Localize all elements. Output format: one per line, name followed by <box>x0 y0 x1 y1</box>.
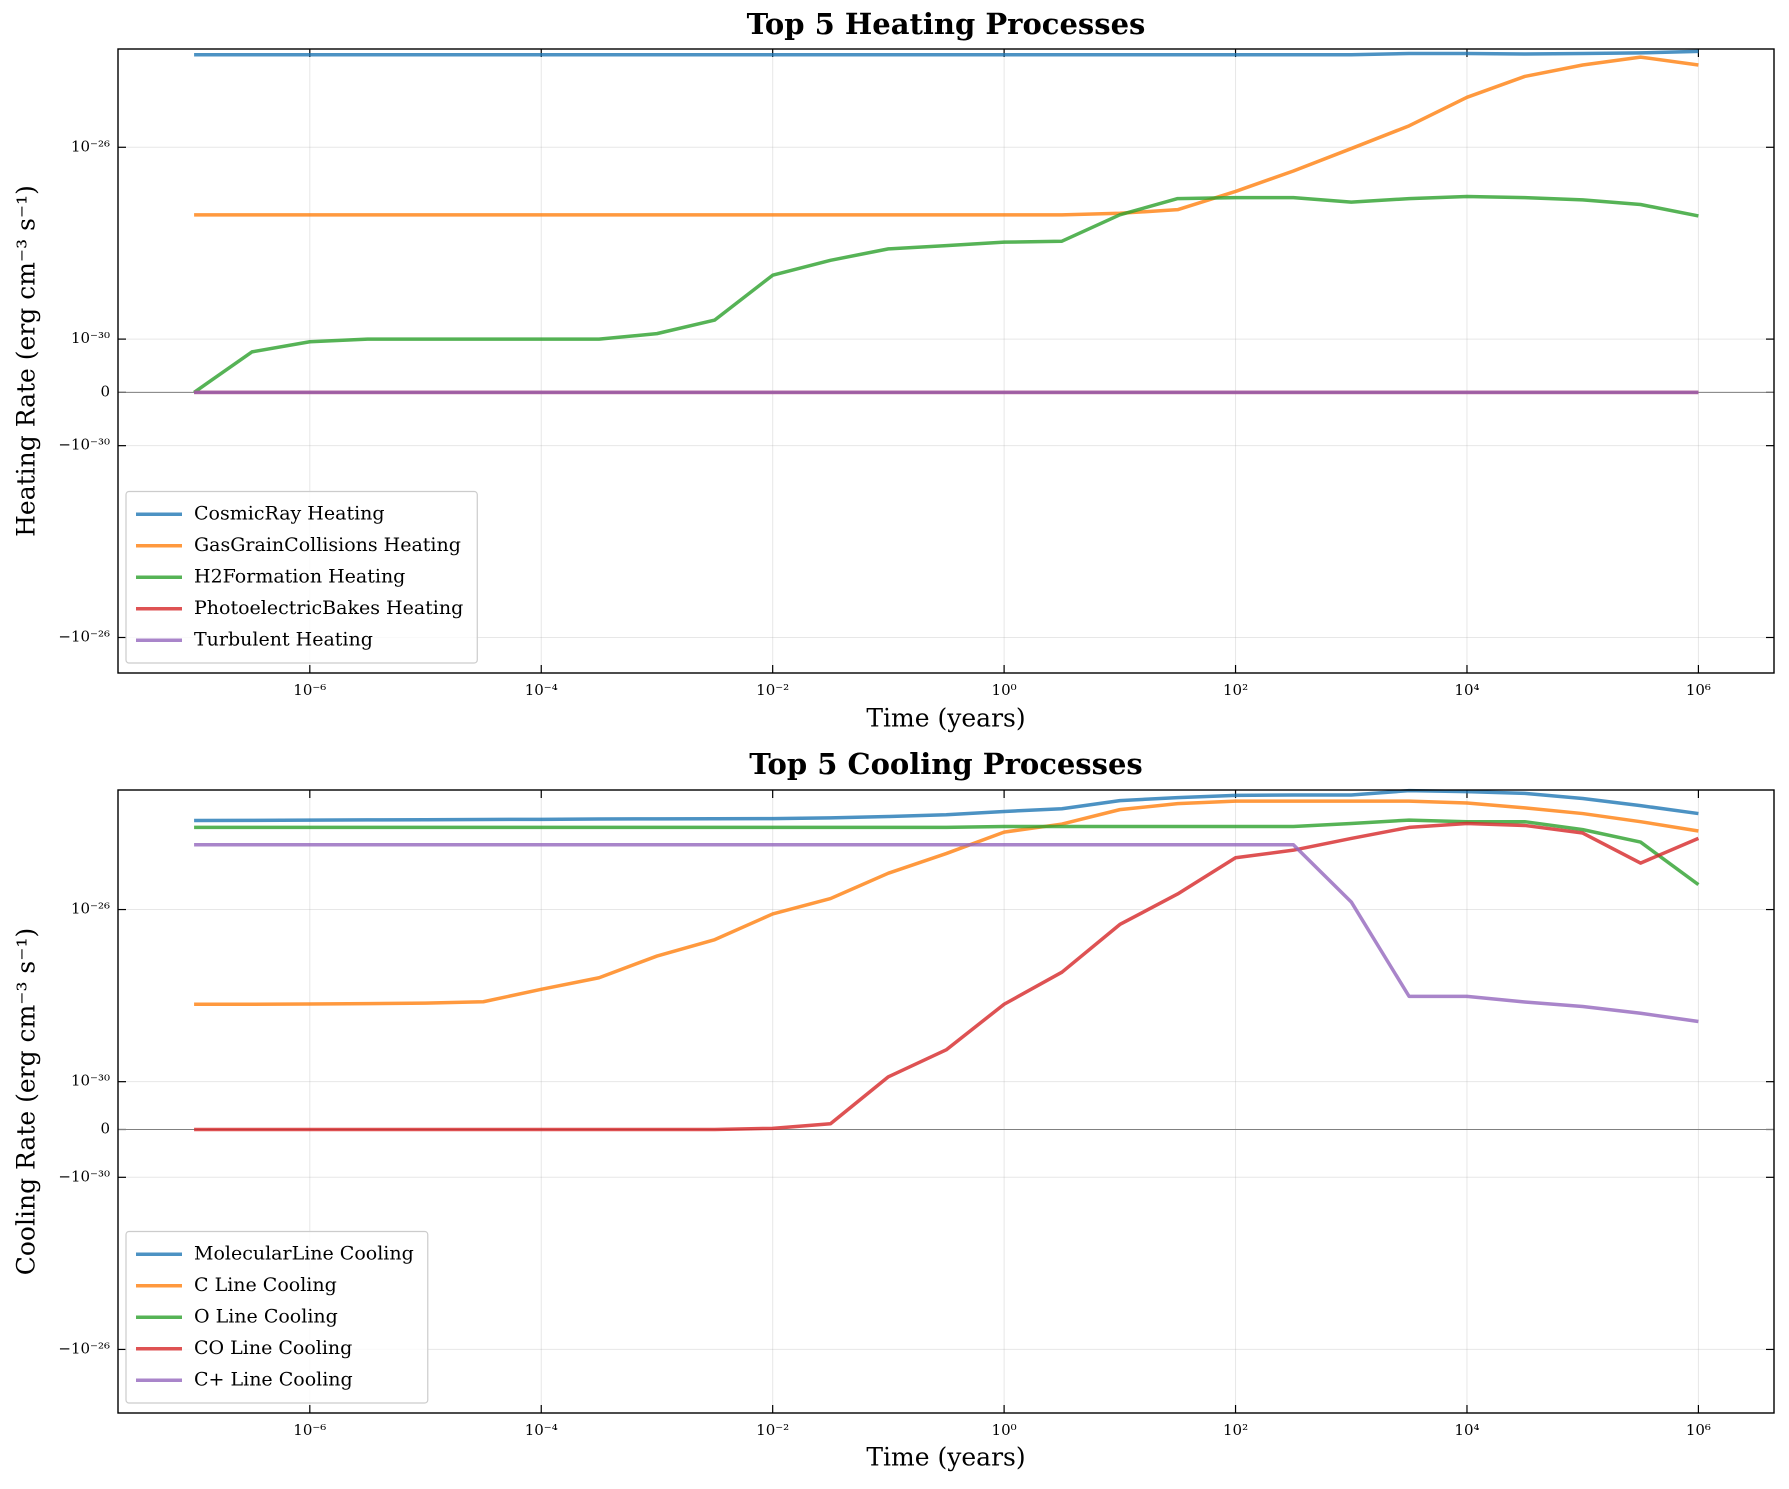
legend-label: PhotoelectricBakes Heating <box>194 597 463 619</box>
x-axis-label: Time (years) <box>866 1443 1025 1472</box>
series-line <box>194 843 1699 1024</box>
x-tick-label: 10⁶ <box>1686 681 1711 699</box>
x-tick-label: 10² <box>1223 1421 1248 1439</box>
legend-label: CO Line Cooling <box>194 1337 352 1359</box>
legend-frame <box>125 490 478 664</box>
chart-title: Top 5 Cooling Processes <box>749 747 1142 781</box>
y-tick-label: 10⁻³⁰ <box>71 329 110 347</box>
y-tick-label: −10⁻²⁶ <box>58 1339 110 1357</box>
x-tick-label: 10⁻⁴ <box>525 1421 558 1439</box>
series-line <box>194 821 1700 1132</box>
x-axis-label: Time (years) <box>866 704 1025 733</box>
legend-label: Turbulent Heating <box>194 628 373 650</box>
y-tick-label: 0 <box>100 382 110 400</box>
chart: 10⁻⁶ 10⁻⁴ 10⁻² 10⁰ 10² 10⁴ 10⁶ −10⁻²⁶ −10⁻³⁰ 0 10⁻… <box>12 747 1775 1472</box>
series-line <box>194 799 1699 1006</box>
y-axis-label: Cooling Rate (erg cm⁻³ s⁻¹) <box>12 928 41 1276</box>
x-tick-label: 10⁴ <box>1454 1421 1479 1439</box>
legend-label: H2Formation Heating <box>194 565 405 587</box>
plot-frame <box>117 48 1775 674</box>
legend-label: CosmicRay Heating <box>194 502 385 524</box>
series-line <box>193 194 1699 394</box>
x-tick-label: 10² <box>1223 681 1248 699</box>
y-axis-label: Heating Rate (erg cm⁻³ s⁻¹) <box>12 185 41 537</box>
y-tick-label: −10⁻³⁰ <box>58 436 110 454</box>
y-tick-label: 10⁻²⁶ <box>71 137 110 155</box>
y-tick-label: 0 <box>100 1119 110 1137</box>
x-tick-label: 10⁰ <box>992 1421 1017 1439</box>
legend-label: GasGrainCollisions Heating <box>194 534 461 556</box>
x-tick-label: 10⁴ <box>1454 681 1479 699</box>
y-tick-label: −10⁻³⁰ <box>58 1167 110 1185</box>
legend-frame <box>125 1230 429 1404</box>
plot-frame <box>117 789 1775 1414</box>
x-tick-label: 10⁻⁶ <box>293 681 326 699</box>
x-tick-label: 10⁶ <box>1686 1421 1711 1439</box>
x-tick-label: 10⁻⁴ <box>525 681 558 699</box>
y-tick-label: 10⁻²⁶ <box>71 900 110 918</box>
series-line <box>194 818 1700 887</box>
legend-label: C Line Cooling <box>194 1274 337 1296</box>
legend: CosmicRay Heating GasGrainCollisions Heat… <box>125 490 478 664</box>
y-tick-label: 10⁻³⁰ <box>71 1072 110 1090</box>
series-line <box>194 55 1699 217</box>
x-tick-label: 10⁰ <box>992 681 1017 699</box>
chart-title: Top 5 Heating Processes <box>747 7 1146 41</box>
legend-label: MolecularLine Cooling <box>194 1242 414 1264</box>
chart: 10⁻⁶ 10⁻⁴ 10⁻² 10⁰ 10² 10⁴ 10⁶ −10⁻²⁶ −10⁻³⁰ 0 10⁻… <box>12 7 1775 733</box>
legend-label: C+ Line Cooling <box>194 1368 353 1390</box>
x-tick-label: 10⁻² <box>756 681 789 699</box>
legend: MolecularLine Cooling C Line Cooling O Lin… <box>125 1230 429 1404</box>
legend-label: O Line Cooling <box>194 1305 338 1327</box>
x-tick-label: 10⁻⁶ <box>293 1421 326 1439</box>
series-line <box>194 788 1699 823</box>
series-line <box>194 49 1699 57</box>
x-tick-label: 10⁻² <box>756 1421 789 1439</box>
y-tick-label: −10⁻²⁶ <box>58 627 110 645</box>
